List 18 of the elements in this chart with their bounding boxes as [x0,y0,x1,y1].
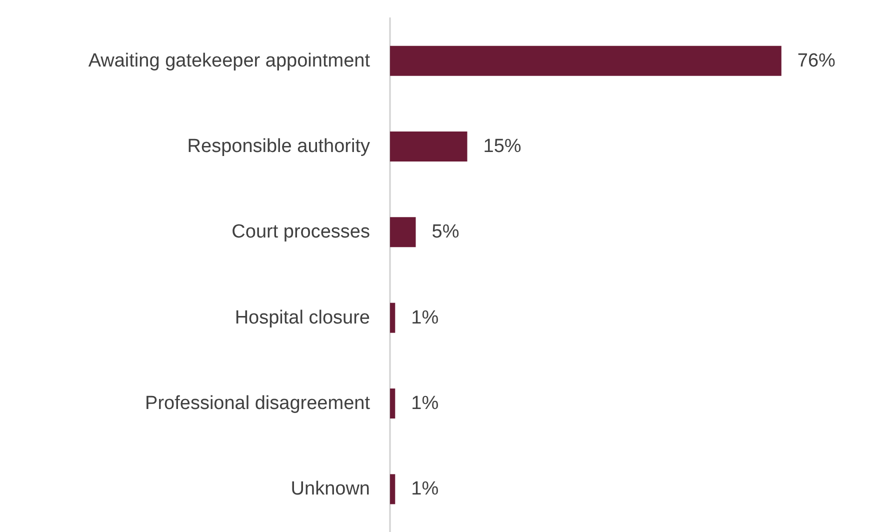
y-tick-label: Unknown [290,478,370,500]
bar [390,132,468,162]
data-label: 5% [432,222,460,243]
y-tick-label: Responsible authority [187,136,370,157]
bar [390,46,782,76]
data-label: 1% [411,478,439,500]
y-tick-label: Professional disagreement [145,393,371,414]
data-label: 1% [411,307,439,328]
bar [390,388,396,418]
y-tick-label: Awaiting gatekeeper appointment [88,50,371,72]
y-tick-label: Court processes [232,222,370,243]
bar [390,474,396,504]
bar [390,217,416,248]
data-label: 76% [797,50,836,72]
data-label: 15% [483,136,522,157]
data-label: 1% [411,393,439,414]
y-tick-label: Hospital closure [234,307,370,328]
bar [390,302,396,333]
